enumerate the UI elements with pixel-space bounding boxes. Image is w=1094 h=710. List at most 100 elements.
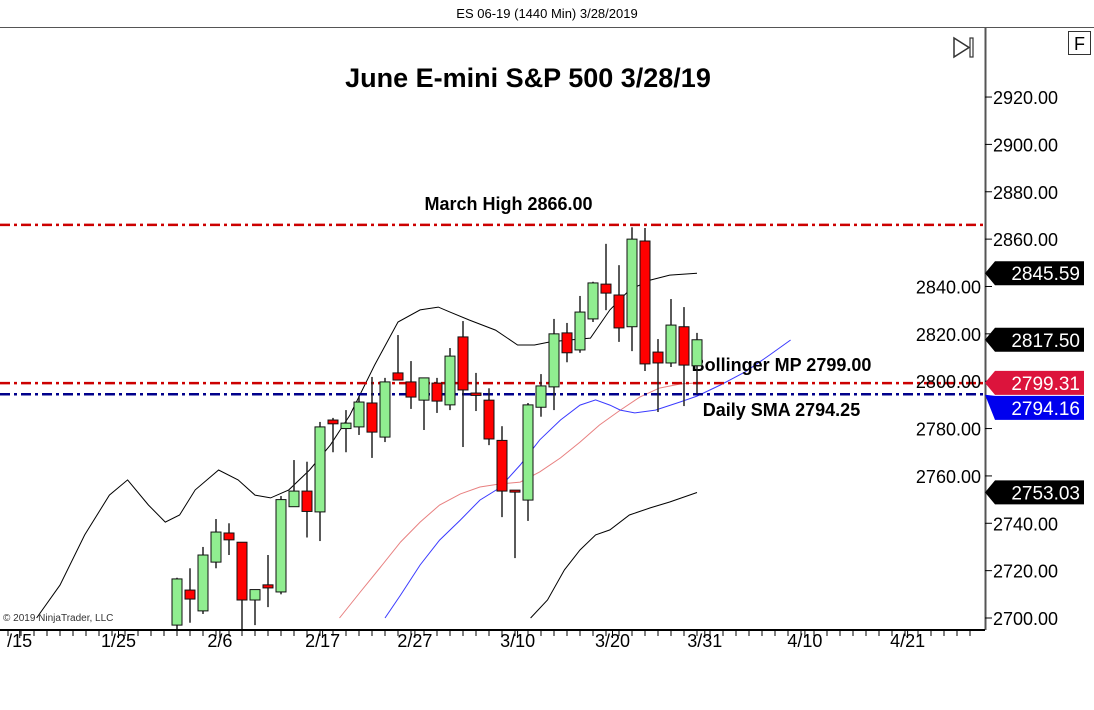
copyright-text: © 2019 NinjaTrader, LLC	[3, 613, 113, 624]
candle	[600, 243, 612, 311]
candle-body-up	[418, 377, 430, 401]
x-tick-label: 2/6	[207, 631, 232, 651]
candle-body-up	[548, 333, 560, 388]
candle	[522, 402, 534, 521]
price-flag-bg	[985, 480, 1084, 505]
candle	[626, 227, 638, 352]
candle	[691, 332, 703, 394]
candle-body-up	[522, 404, 534, 501]
candle	[535, 374, 547, 417]
candle-body-up	[535, 385, 547, 408]
candle	[509, 489, 521, 559]
candle	[249, 589, 261, 626]
candle-body-up	[626, 238, 638, 328]
lower-band-line	[530, 492, 698, 619]
candle-body-up	[314, 426, 326, 513]
candle-body-up	[340, 422, 352, 430]
candle	[639, 227, 651, 372]
candle	[496, 426, 508, 518]
candle	[210, 519, 222, 569]
candle	[379, 377, 391, 443]
candle	[574, 295, 586, 353]
candle	[223, 523, 235, 556]
x-tick-label: 2/17	[305, 631, 340, 651]
price-flag: 2799.31	[985, 370, 1084, 395]
price-flag-value: 2845.59	[1011, 264, 1080, 285]
candle	[314, 421, 326, 542]
price-flag-value: 2799.31	[1011, 374, 1080, 395]
candle	[587, 281, 599, 322]
price-flag-bg	[985, 394, 1084, 420]
candle-body-down	[184, 589, 196, 600]
price-flag: 2794.16	[985, 394, 1084, 420]
candle	[652, 339, 664, 412]
y-tick-label: 2800.00	[916, 372, 981, 392]
candle-body-down	[561, 332, 573, 354]
candle-body-down	[366, 402, 378, 433]
candle-body-down	[405, 381, 417, 398]
candle-body-up	[587, 282, 599, 320]
x-tick-label: 4/21	[890, 631, 925, 651]
chart-title: June E-mini S&P 500 3/28/19	[345, 63, 711, 93]
y-tick-label: 2720.00	[993, 562, 1058, 582]
candle	[483, 388, 495, 446]
candle-body-up	[444, 355, 456, 406]
candle	[301, 461, 313, 538]
candle-body-up	[249, 589, 261, 601]
candle-body-up	[379, 381, 391, 438]
y-tick-label: 2760.00	[916, 467, 981, 487]
price-flag: 2753.03	[985, 480, 1084, 505]
candle-body-up	[288, 490, 300, 508]
candle-body-down	[470, 392, 482, 396]
candle-body-up	[171, 578, 183, 626]
x-tick-label: 3/31	[687, 631, 722, 651]
x-tick-label: 4/10	[787, 631, 822, 651]
price-flag-value: 2817.50	[1011, 331, 1080, 352]
blue-ma-line	[384, 339, 791, 619]
candle	[353, 396, 365, 435]
y-tick-label: 2880.00	[993, 183, 1058, 203]
candle-body-up	[275, 499, 287, 593]
candle-body-down	[262, 584, 274, 589]
f-button[interactable]: F	[1068, 31, 1091, 55]
candle-body-down	[236, 541, 248, 601]
candle-body-down	[600, 283, 612, 294]
skip-to-end-icon[interactable]	[953, 36, 974, 59]
candle-body-up	[210, 531, 222, 563]
candle	[665, 299, 677, 367]
candle	[171, 577, 183, 629]
y-tick-label: 2780.00	[916, 420, 981, 440]
upper-band-line	[36, 272, 698, 619]
candle	[184, 568, 196, 623]
price-flag-value: 2794.16	[1011, 399, 1080, 420]
window-title: ES 06-19 (1440 Min) 3/28/2019	[456, 6, 638, 21]
candle-body-down	[652, 351, 664, 364]
candle	[236, 541, 248, 629]
price-flag-value: 2753.03	[1011, 483, 1080, 504]
svg-text:F: F	[1074, 34, 1085, 54]
y-tick-label: 2820.00	[916, 325, 981, 345]
candle	[561, 322, 573, 363]
candle	[431, 377, 443, 413]
x-tick-label: 3/10	[500, 631, 535, 651]
candle-body-down	[678, 326, 690, 366]
candle	[405, 361, 417, 409]
level-label: Daily SMA 2794.25	[703, 400, 860, 420]
candle	[470, 372, 482, 412]
red-ma-line	[339, 382, 698, 619]
candle-body-down	[483, 399, 495, 440]
candle	[613, 265, 625, 342]
price-flag-bg	[985, 261, 1084, 286]
candle-body-up	[665, 324, 677, 364]
level-label: Bollinger MP 2799.00	[692, 355, 872, 375]
candle	[678, 307, 690, 407]
candle-body-down	[431, 382, 443, 402]
candle-body-up	[353, 401, 365, 428]
y-tick-label: 2740.00	[993, 514, 1058, 534]
candle-body-up	[691, 339, 703, 367]
price-flag-bg	[985, 327, 1084, 352]
candle-body-down	[301, 490, 313, 512]
x-tick-label: 1/25	[101, 631, 136, 651]
candle-body-down	[509, 489, 521, 493]
